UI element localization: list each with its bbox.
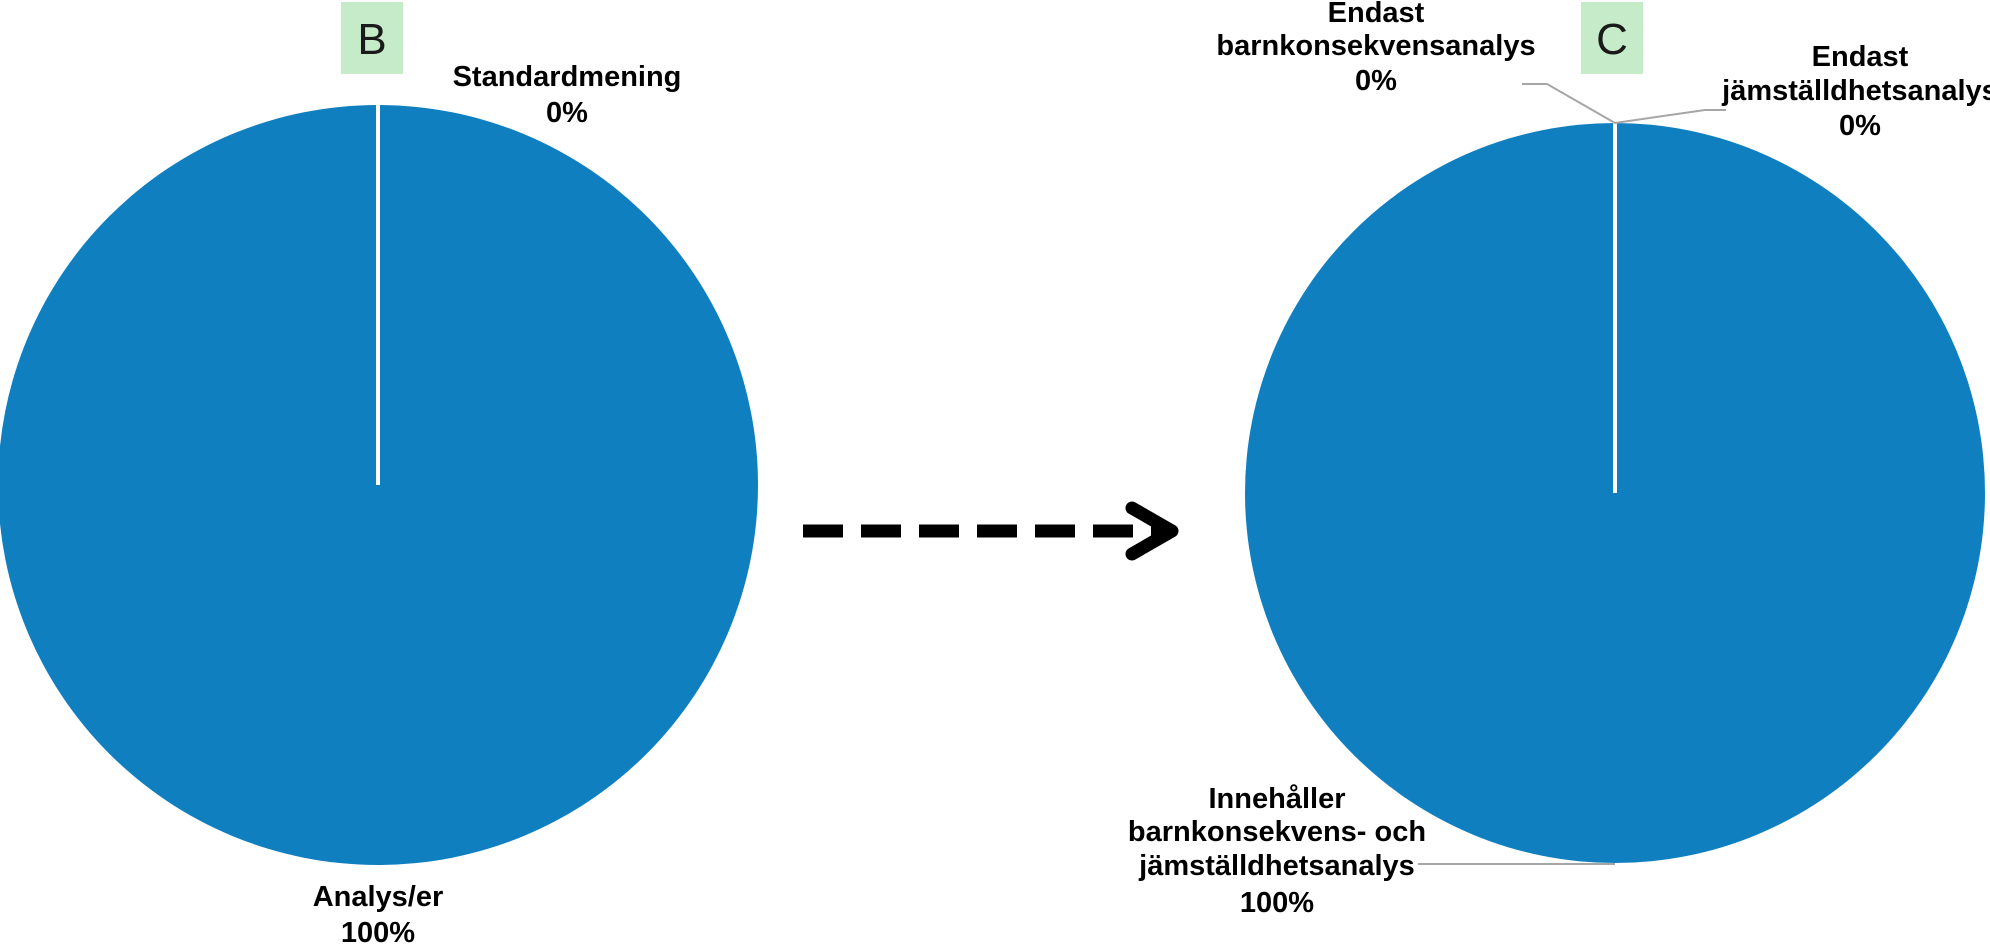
label-endast-barnkonsekvensanalys-percent: 0%: [1355, 65, 1397, 97]
arrow-head: [1125, 501, 1179, 561]
label-innehaller-line3: jämställdhetsanalys: [1138, 850, 1415, 882]
label-standardmening-percent: 0%: [546, 97, 588, 129]
leader-line-barnkonsekvensanalys: [1522, 83, 1616, 124]
label-standardmening: Standardmening: [453, 61, 682, 93]
label-analys: Analys/er: [313, 881, 444, 913]
pie-chart-b: B Standardmening 0% Analys/er 100%: [0, 2, 758, 949]
label-endast-barnkonsekvensanalys-line2: barnkonsekvensanalys: [1216, 30, 1535, 62]
label-innehaller-line2: barnkonsekvens- och: [1128, 816, 1426, 848]
badge-b-label: B: [357, 15, 386, 64]
badge-c: [1581, 2, 1643, 74]
pie-chart-c: C Endast barnkonsekvensanalys 0% Endast …: [1128, 0, 1990, 919]
label-analys-percent: 100%: [341, 917, 415, 949]
label-endast-jamstalldhetsanalys-percent: 0%: [1839, 110, 1881, 142]
label-endast-barnkonsekvensanalys-line1: Endast: [1328, 0, 1425, 29]
badge-b: [341, 2, 403, 74]
label-innehaller-line1: Innehåller: [1209, 783, 1346, 815]
label-endast-jamstalldhetsanalys-line2: jämställdhetsanalys: [1721, 75, 1990, 107]
leader-line-jamstalldhetsanalys: [1614, 109, 1726, 124]
label-innehaller-percent: 100%: [1240, 887, 1314, 919]
dashed-arrow-icon: [803, 501, 1179, 561]
badge-c-label: C: [1596, 15, 1628, 64]
label-endast-jamstalldhetsanalys-line1: Endast: [1812, 41, 1909, 73]
